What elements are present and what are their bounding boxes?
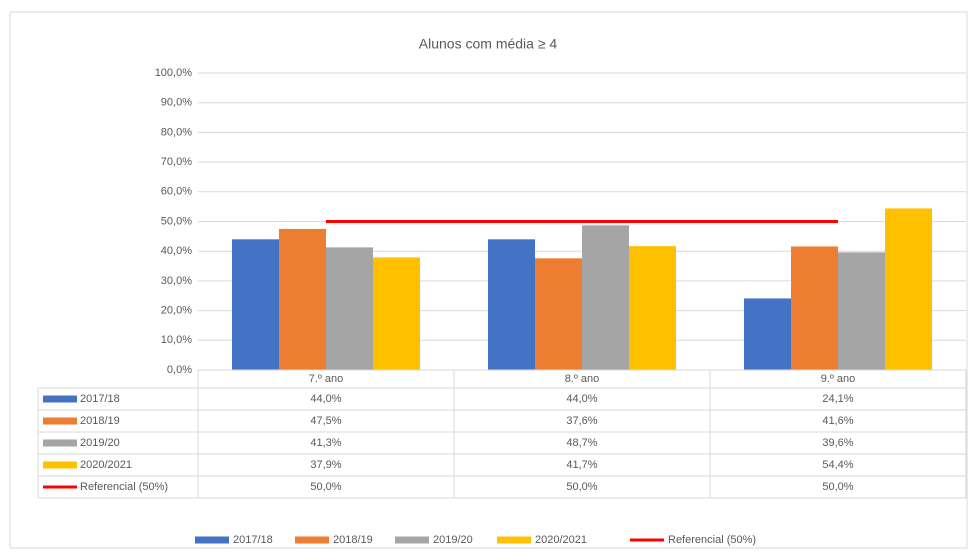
- table-cell: 41,7%: [566, 459, 597, 471]
- legend-label: 2018/19: [333, 534, 373, 546]
- bar: [232, 239, 279, 370]
- y-tick-label: 50,0%: [161, 215, 192, 227]
- bar: [535, 258, 582, 370]
- table-cell: 39,6%: [822, 437, 853, 449]
- y-tick-label: 70,0%: [161, 156, 192, 168]
- chart-title: Alunos com média ≥ 4: [419, 36, 558, 52]
- bar: [744, 298, 791, 370]
- legend-label: 2019/20: [433, 534, 473, 546]
- y-tick-label: 80,0%: [161, 126, 192, 138]
- table-row-label: 2017/18: [80, 393, 120, 405]
- legend-label: 2020/2021: [535, 534, 587, 546]
- table-row-label: 2020/2021: [80, 459, 132, 471]
- bar: [373, 257, 420, 370]
- bar: [838, 252, 885, 370]
- y-tick-label: 40,0%: [161, 245, 192, 257]
- table-cell: 44,0%: [310, 393, 341, 405]
- table-cell: 41,6%: [822, 415, 853, 427]
- bar: [582, 225, 629, 370]
- legend-label: Referencial (50%): [668, 534, 756, 546]
- y-tick-label: 20,0%: [161, 305, 192, 317]
- legend-key: [497, 536, 531, 544]
- bar: [326, 247, 373, 370]
- table-cell: 54,4%: [822, 459, 853, 471]
- table-cell: 37,6%: [566, 415, 597, 427]
- legend-key: [195, 536, 229, 544]
- y-tick-label: 60,0%: [161, 186, 192, 198]
- legend-key: [43, 395, 77, 403]
- bar: [629, 246, 676, 370]
- bar: [791, 246, 838, 370]
- legend-key: [43, 417, 77, 425]
- table-cell: 24,1%: [822, 393, 853, 405]
- table-cell: 50,0%: [310, 481, 341, 493]
- y-tick-label: 0,0%: [167, 364, 192, 376]
- table-cell: 41,3%: [310, 437, 341, 449]
- bar: [885, 208, 932, 370]
- bar: [488, 239, 535, 370]
- y-tick-label: 90,0%: [161, 97, 192, 109]
- table-cell: 50,0%: [822, 481, 853, 493]
- y-tick-label: 30,0%: [161, 275, 192, 287]
- x-tick-label: 7.º ano: [309, 373, 344, 385]
- x-tick-label: 8.º ano: [565, 373, 600, 385]
- legend-key: [43, 461, 77, 469]
- table-cell: 44,0%: [566, 393, 597, 405]
- legend-label: 2017/18: [233, 534, 273, 546]
- bar: [279, 228, 326, 370]
- legend-key: [295, 536, 329, 544]
- table-cell: 47,5%: [310, 415, 341, 427]
- table-cell: 50,0%: [566, 481, 597, 493]
- table-row-label: 2018/19: [80, 415, 120, 427]
- legend-key: [395, 536, 429, 544]
- y-tick-label: 100,0%: [155, 67, 193, 79]
- x-tick-label: 9.º ano: [821, 373, 856, 385]
- table-row-label: Referencial (50%): [80, 481, 168, 493]
- table-row-label: 2019/20: [80, 437, 120, 449]
- legend-key: [43, 439, 77, 447]
- table-cell: 48,7%: [566, 437, 597, 449]
- table-cell: 37,9%: [310, 459, 341, 471]
- y-tick-label: 10,0%: [161, 334, 192, 346]
